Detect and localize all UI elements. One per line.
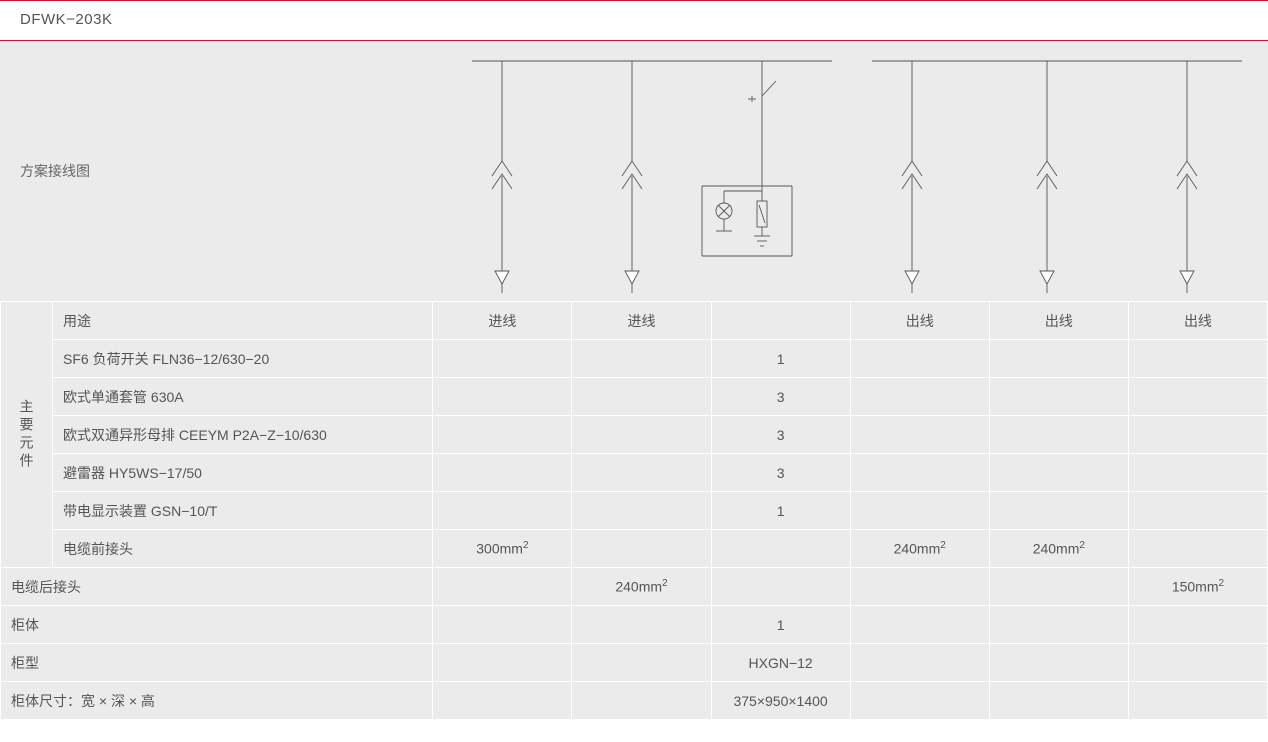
cell	[850, 416, 989, 454]
cell	[711, 568, 850, 606]
cell	[572, 682, 711, 720]
cell: 3	[711, 454, 850, 492]
cell	[1128, 492, 1267, 530]
row-label: 用途	[53, 302, 433, 340]
cell	[433, 454, 572, 492]
model-title: DFWK−203K	[0, 0, 1268, 41]
wiring-diagram	[432, 41, 1268, 301]
cell: 150mm2	[1128, 568, 1267, 606]
row-label: 电缆后接头	[1, 568, 433, 606]
table-row: SF6 负荷开关 FLN36−12/630−20 1	[1, 340, 1268, 378]
spec-table: 主要元件用途进线进线出线出线出线SF6 负荷开关 FLN36−12/630−20…	[0, 301, 1268, 720]
cell	[711, 530, 850, 568]
cell: 1	[711, 492, 850, 530]
row-label: 欧式双通异形母排 CEEYM P2A−Z−10/630	[53, 416, 433, 454]
cell: 375×950×1400	[711, 682, 850, 720]
cell	[433, 606, 572, 644]
cell	[433, 416, 572, 454]
cell	[572, 606, 711, 644]
wiring-diagram-label: 方案接线图	[0, 41, 432, 301]
cell: 出线	[989, 302, 1128, 340]
cell	[850, 492, 989, 530]
cell	[1128, 606, 1267, 644]
table-row: 欧式单通套管 630A 3	[1, 378, 1268, 416]
cell: 进线	[433, 302, 572, 340]
cell: 240mm2	[572, 568, 711, 606]
row-label: 避雷器 HY5WS−17/50	[53, 454, 433, 492]
cell: 出线	[1128, 302, 1267, 340]
cell	[989, 568, 1128, 606]
row-label: 电缆前接头	[53, 530, 433, 568]
cell	[1128, 530, 1267, 568]
cell	[572, 378, 711, 416]
cell	[850, 606, 989, 644]
row-label: 柜体尺寸：宽 × 深 × 高	[1, 682, 433, 720]
row-label: SF6 负荷开关 FLN36−12/630−20	[53, 340, 433, 378]
table-row: 柜体 1	[1, 606, 1268, 644]
cell	[433, 644, 572, 682]
table-row: 柜型 HXGN−12	[1, 644, 1268, 682]
cell: 进线	[572, 302, 711, 340]
cell	[850, 682, 989, 720]
cell	[572, 416, 711, 454]
row-label: 柜体	[1, 606, 433, 644]
cell	[989, 378, 1128, 416]
cell	[1128, 682, 1267, 720]
cell	[1128, 454, 1267, 492]
cell	[989, 644, 1128, 682]
cell	[433, 568, 572, 606]
cell	[1128, 340, 1267, 378]
table-row: 主要元件用途进线进线出线出线出线	[1, 302, 1268, 340]
cell	[989, 606, 1128, 644]
cell	[572, 340, 711, 378]
cell	[433, 682, 572, 720]
cell: 3	[711, 416, 850, 454]
cell: 240mm2	[989, 530, 1128, 568]
cell	[1128, 644, 1267, 682]
cell	[989, 682, 1128, 720]
table-row: 带电显示装置 GSN−10/T 1	[1, 492, 1268, 530]
cell	[989, 454, 1128, 492]
cell	[850, 378, 989, 416]
row-label: 柜型	[1, 644, 433, 682]
cell	[850, 644, 989, 682]
cell	[433, 340, 572, 378]
table-row: 欧式双通异形母排 CEEYM P2A−Z−10/630 3	[1, 416, 1268, 454]
table-row: 电缆前接头300mm2 240mm2240mm2	[1, 530, 1268, 568]
row-label: 欧式单通套管 630A	[53, 378, 433, 416]
cell	[850, 454, 989, 492]
cell	[1128, 416, 1267, 454]
cell	[572, 530, 711, 568]
cell: 3	[711, 378, 850, 416]
cell	[572, 644, 711, 682]
cell: 240mm2	[850, 530, 989, 568]
cell	[1128, 378, 1267, 416]
cell: 1	[711, 606, 850, 644]
cell: 出线	[850, 302, 989, 340]
cell	[850, 568, 989, 606]
row-label: 带电显示装置 GSN−10/T	[53, 492, 433, 530]
cell	[850, 340, 989, 378]
cell: 300mm2	[433, 530, 572, 568]
cell: 1	[711, 340, 850, 378]
cell: HXGN−12	[711, 644, 850, 682]
table-row: 柜体尺寸：宽 × 深 × 高 375×950×1400	[1, 682, 1268, 720]
cell	[989, 492, 1128, 530]
cell	[433, 378, 572, 416]
row-group-label: 主要元件	[1, 302, 53, 568]
cell	[433, 492, 572, 530]
cell	[572, 492, 711, 530]
cell	[989, 340, 1128, 378]
table-row: 电缆后接头 240mm2 150mm2	[1, 568, 1268, 606]
cell	[989, 416, 1128, 454]
cell	[572, 454, 711, 492]
cell	[711, 302, 850, 340]
wiring-diagram-row: 方案接线图	[0, 41, 1268, 301]
table-row: 避雷器 HY5WS−17/50 3	[1, 454, 1268, 492]
